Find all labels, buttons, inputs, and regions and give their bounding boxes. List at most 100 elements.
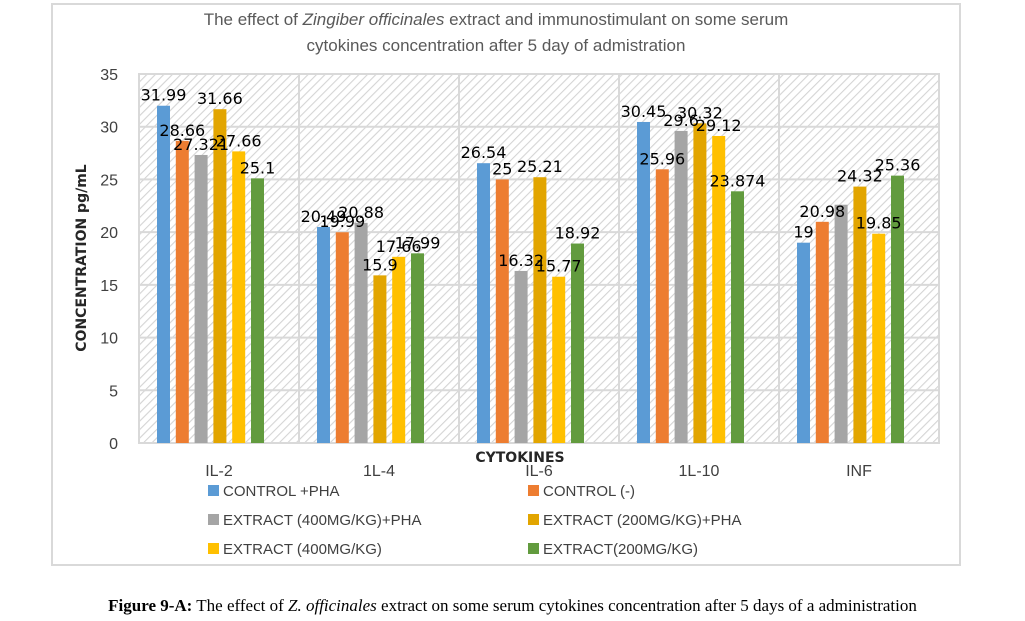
bar <box>533 177 547 443</box>
chart-title-line1: The effect of Zingiber officinales extra… <box>204 10 789 29</box>
x-category-label: IL-6 <box>525 463 553 480</box>
bar <box>712 135 726 443</box>
bar <box>853 186 867 443</box>
bar <box>514 270 528 443</box>
data-label: 20.88 <box>338 203 384 222</box>
bar <box>872 233 886 443</box>
bar <box>213 109 227 444</box>
x-category-label: 1L-4 <box>363 463 395 480</box>
title-part-1: Zingiber officinales <box>302 10 445 29</box>
bar <box>373 275 387 443</box>
title-part-2: extract and immunostimulant on some seru… <box>444 10 788 29</box>
data-label: 15.9 <box>362 255 398 274</box>
data-label: 19 <box>793 223 813 242</box>
data-label: 24.32 <box>837 167 883 186</box>
legend-swatch <box>208 543 219 554</box>
bar <box>815 221 829 443</box>
y-tick-label: 20 <box>100 225 118 242</box>
data-label: 30.32 <box>677 103 723 122</box>
data-label: 25.36 <box>875 156 921 175</box>
bar <box>655 169 669 443</box>
bar <box>834 204 848 443</box>
bar <box>194 154 208 443</box>
y-tick-label: 0 <box>109 436 118 453</box>
data-label: 15.77 <box>536 257 582 276</box>
bar <box>797 242 810 443</box>
legend-label: EXTRACT(200MG/KG) <box>543 541 698 558</box>
bar <box>637 121 650 443</box>
caption-text-after: extract on some serum cytokines concentr… <box>376 596 917 615</box>
bar <box>251 178 264 444</box>
bar <box>175 140 189 443</box>
legend-swatch <box>528 514 539 525</box>
y-tick-label: 10 <box>100 331 118 348</box>
bar-chart: The effect of Zingiber officinales extra… <box>74 10 940 558</box>
legend-swatch <box>528 543 539 554</box>
data-label: 25 <box>492 159 512 178</box>
bar <box>232 151 246 443</box>
data-label: 19.85 <box>856 214 902 233</box>
data-label: 30.45 <box>621 102 667 121</box>
x-axis-title: CYTOKINES <box>475 450 564 466</box>
data-label: 23.874 <box>710 171 766 190</box>
legend-label: CONTROL +PHA <box>223 483 340 500</box>
data-label: 17.66 <box>376 237 422 256</box>
legend-label: EXTRACT (400MG/KG)+PHA <box>223 512 422 529</box>
data-label: 25.21 <box>517 157 563 176</box>
data-label: 26.54 <box>461 143 507 162</box>
data-label: 20.98 <box>799 202 845 221</box>
x-category-label: 1L-10 <box>679 463 720 480</box>
y-axis-title: CONCENTRATION pg/mL <box>74 164 90 352</box>
y-tick-label: 35 <box>100 67 118 84</box>
data-label: 31.66 <box>197 89 243 108</box>
x-category-label: IL-2 <box>205 463 233 480</box>
bar <box>891 175 904 443</box>
bar <box>317 226 330 443</box>
data-label: 28.66 <box>159 121 205 140</box>
bar <box>392 256 406 443</box>
data-label: 19.99 <box>319 212 365 231</box>
caption-label: Figure 9-A: <box>108 596 193 615</box>
figure-caption: Figure 9-A: The effect of Z. officinales… <box>0 596 1025 616</box>
bar <box>674 130 688 443</box>
caption-text-before: The effect of <box>192 596 289 615</box>
caption-italic: Z. officinales <box>288 596 377 615</box>
chart-title-line2: cytokines concentration after 5 day of a… <box>307 36 686 55</box>
bar <box>411 253 424 443</box>
x-category-label: INF <box>846 463 872 480</box>
bar <box>335 232 349 443</box>
legend-label: EXTRACT (200MG/KG)+PHA <box>543 512 742 529</box>
data-label: 29.12 <box>696 116 742 135</box>
legend-swatch <box>528 485 539 496</box>
y-tick-label: 25 <box>100 172 118 189</box>
data-label: 29.6 <box>663 111 699 130</box>
bars <box>157 105 904 444</box>
bar <box>477 163 490 443</box>
bar <box>693 123 707 443</box>
y-tick-label: 15 <box>100 278 118 295</box>
legend: CONTROL +PHA CONTROL (-) EXTRACT (400MG/KG… <box>208 483 742 558</box>
data-label: 16.32 <box>498 251 544 270</box>
bar <box>731 191 744 443</box>
data-label: 17.99 <box>395 233 441 252</box>
bar <box>571 243 584 443</box>
legend-swatch <box>208 514 219 525</box>
data-label: 27.321 <box>173 135 229 154</box>
bar <box>354 222 368 443</box>
y-axis-ticks: 0 5 10 15 20 25 30 35 <box>100 67 118 453</box>
x-axis-categories: IL-2 1L-4 IL-6 1L-10 INF <box>205 463 872 480</box>
data-label: 27.66 <box>216 131 262 150</box>
y-tick-label: 30 <box>100 120 118 137</box>
data-label: 25.96 <box>639 149 685 168</box>
legend-swatch <box>208 485 219 496</box>
legend-label: CONTROL (-) <box>543 483 635 500</box>
bar <box>552 276 566 443</box>
y-tick-label: 5 <box>109 383 118 400</box>
data-label: 25.1 <box>240 158 276 177</box>
bar <box>495 179 509 443</box>
data-label: 31.99 <box>141 86 187 105</box>
data-label: 18.92 <box>555 224 601 243</box>
legend-label: EXTRACT (400MG/KG) <box>223 541 382 558</box>
data-label: 20.49 <box>301 207 347 226</box>
